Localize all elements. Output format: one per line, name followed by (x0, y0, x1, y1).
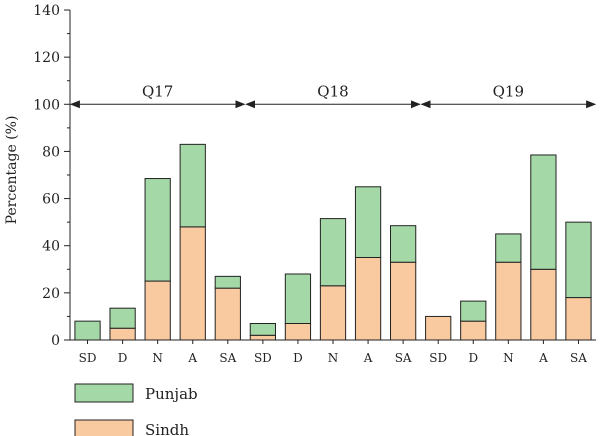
legend-swatch-sindh (74, 419, 134, 436)
group-label-q19: Q19 (493, 82, 524, 100)
y-tick-label: 80 (42, 144, 60, 160)
x-tick-label: A (187, 351, 197, 365)
legend-swatch-punjab (74, 383, 134, 403)
bar-punjab-12 (495, 233, 522, 263)
x-tick-label: D (293, 351, 303, 365)
bar-sindh-12 (495, 261, 522, 341)
x-tick-label: D (468, 351, 478, 365)
bar-punjab-9 (390, 225, 417, 263)
bar-sindh-11 (460, 320, 487, 341)
y-tick-label: 100 (33, 97, 60, 113)
x-tick-label: A (363, 351, 373, 365)
bar-sindh-6 (284, 323, 312, 341)
bar-punjab-6 (284, 273, 312, 324)
x-tick-label: SD (254, 351, 272, 365)
bar-punjab-13 (530, 154, 557, 270)
bar-punjab-0 (74, 320, 101, 341)
bar-sindh-5 (249, 334, 276, 341)
y-axis-title: Percentage (%) (4, 116, 20, 225)
bar-sindh-4 (214, 287, 241, 341)
y-tick-label: 0 (51, 333, 60, 349)
bar-punjab-2 (144, 178, 171, 282)
bar-sindh-9 (390, 261, 417, 341)
group-label-q18: Q18 (317, 82, 348, 100)
y-tick-label: 140 (33, 3, 60, 19)
bar-punjab-7 (319, 218, 347, 287)
x-tick-label: SA (395, 351, 412, 365)
bar-punjab-4 (214, 275, 241, 289)
bar-punjab-8 (354, 186, 382, 259)
bars-layer (74, 143, 592, 341)
y-tick-label: 40 (42, 239, 60, 255)
legend-label-punjab: Punjab (145, 385, 198, 403)
bar-sindh-8 (354, 257, 382, 341)
legend-label-sindh: Sindh (145, 421, 189, 436)
x-tick-label: SA (570, 351, 587, 365)
group-annotations: Q17 Q18 Q19 (69, 82, 597, 109)
x-tick-label: N (503, 351, 514, 365)
bar-sindh-2 (144, 280, 171, 341)
x-tick-label: SD (429, 351, 447, 365)
bar-punjab-5 (249, 323, 276, 336)
y-tick-label: 60 (42, 192, 60, 208)
bar-sindh-7 (319, 285, 347, 341)
x-tick-label: D (118, 351, 128, 365)
axes: 0 20 40 60 80 100 120 140 SD D N A SA SD D N A SA SD D N A SA (33, 3, 596, 365)
x-tick-label: N (152, 351, 163, 365)
bar-punjab-1 (109, 307, 136, 329)
group-label-q17: Q17 (142, 82, 173, 100)
x-tick-label: SD (79, 351, 97, 365)
x-tick-label: A (538, 351, 548, 365)
x-tick-label: N (328, 351, 339, 365)
x-tick-label: SA (219, 351, 236, 365)
bar-sindh-10 (425, 315, 452, 341)
bar-sindh-14 (565, 297, 592, 341)
bar-punjab-11 (460, 300, 487, 322)
bar-sindh-3 (179, 226, 206, 341)
y-tick-label: 120 (33, 50, 60, 66)
bar-sindh-1 (109, 327, 136, 341)
bar-punjab-14 (565, 221, 592, 299)
y-tick-label: 20 (42, 286, 60, 302)
legend: Punjab Sindh (74, 383, 198, 436)
bar-sindh-13 (530, 268, 557, 341)
bar-punjab-3 (179, 143, 206, 228)
